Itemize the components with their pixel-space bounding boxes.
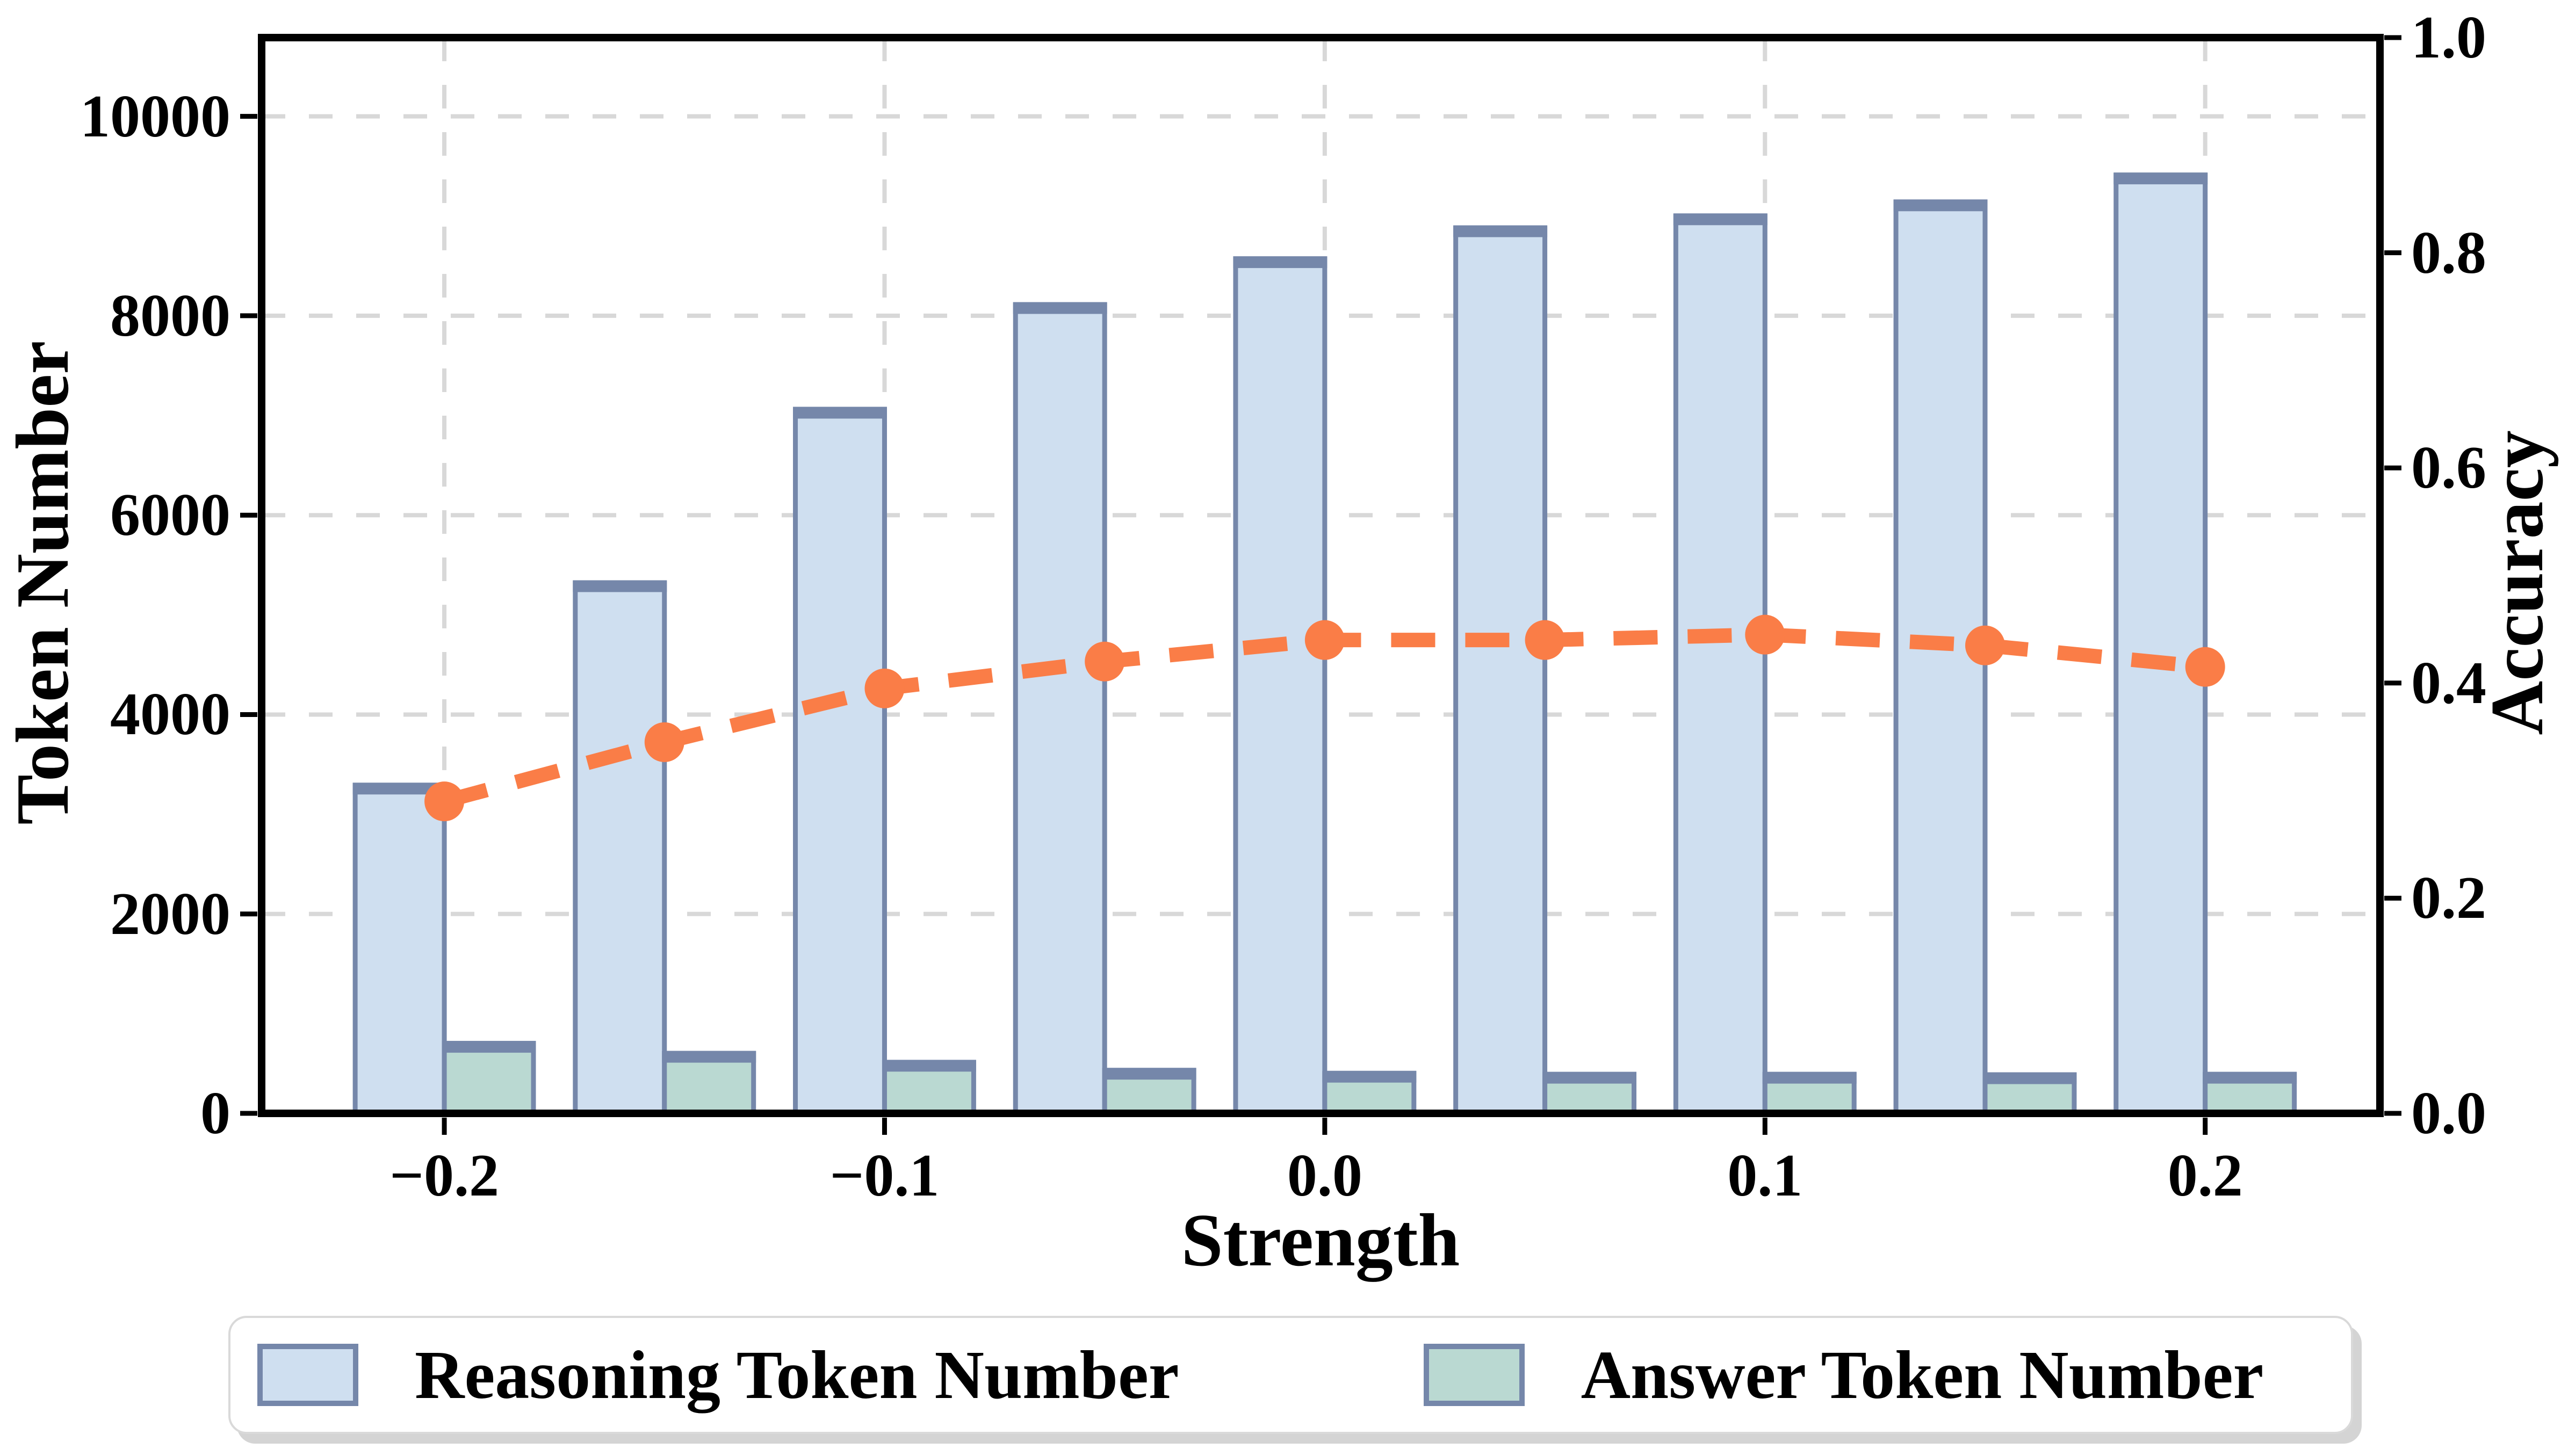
answer-bar-cap <box>882 1060 976 1072</box>
x-axis-title: Strength <box>1181 1199 1460 1282</box>
x-tick-label: 0.2 <box>2167 1142 2243 1209</box>
y-left-tick-label: 10000 <box>80 83 230 150</box>
answer-bar-cap <box>1102 1068 1196 1080</box>
reasoning-bar-cap <box>573 580 667 592</box>
accuracy-point <box>864 668 905 708</box>
legend-label-answer: Answer Token Number <box>1581 1337 2264 1413</box>
accuracy-point <box>1304 620 1345 660</box>
answer-bar-cap <box>1542 1071 1637 1084</box>
reasoning-swatch <box>257 1344 358 1406</box>
y-left-tick-label: 6000 <box>110 482 230 549</box>
answer-bar-cap <box>1762 1071 1857 1084</box>
accuracy-point <box>1085 641 1125 682</box>
plot-area <box>240 34 2401 1135</box>
legend: Reasoning Token Number Answer Token Numb… <box>228 1316 2353 1434</box>
reasoning-bar <box>1233 256 1328 1116</box>
y-right-tick-label: 0.4 <box>2411 649 2486 716</box>
reasoning-bar-cap <box>1673 213 1768 226</box>
accuracy-point <box>2185 647 2225 687</box>
reasoning-bar <box>573 580 667 1116</box>
y-left-tick-label: 8000 <box>110 282 230 349</box>
chart-canvas <box>240 34 2401 1135</box>
reasoning-bar-cap <box>793 407 887 419</box>
y-right-tick-label: 0.8 <box>2411 219 2486 286</box>
left-axis-title: Token Number <box>1 341 84 825</box>
x-tick-label: 0.0 <box>1287 1142 1362 1209</box>
reasoning-bar <box>1673 213 1768 1116</box>
answer-bar-cap <box>2203 1071 2297 1084</box>
answer-bar <box>442 1041 536 1116</box>
reasoning-bar-cap <box>352 783 447 795</box>
legend-label-reasoning: Reasoning Token Number <box>415 1337 1179 1413</box>
right-axis-title: Accuracy <box>2476 430 2559 735</box>
accuracy-point <box>1745 614 1785 655</box>
legend-entry-answer: Answer Token Number <box>1423 1337 2264 1413</box>
reasoning-bar <box>793 407 887 1116</box>
x-tick-label: −0.1 <box>829 1142 940 1209</box>
reasoning-bar <box>1013 302 1107 1116</box>
y-left-tick-label: 4000 <box>110 681 230 748</box>
answer-bar-cap <box>442 1041 536 1053</box>
y-left-tick-label: 2000 <box>110 880 230 947</box>
y-right-tick-label: 0.2 <box>2411 865 2486 932</box>
reasoning-bar-cap <box>1893 199 1988 212</box>
x-tick-label: 0.1 <box>1727 1142 1803 1209</box>
reasoning-bar-cap <box>2113 172 2208 185</box>
answer-swatch <box>1423 1344 1525 1406</box>
answer-bar-cap <box>1322 1070 1417 1083</box>
legend-entry-reasoning: Reasoning Token Number <box>257 1341 1179 1409</box>
accuracy-point <box>1965 625 2005 665</box>
answer-bar-cap <box>1982 1072 2077 1084</box>
reasoning-bar <box>2113 172 2208 1116</box>
x-tick-label: −0.2 <box>389 1142 499 1209</box>
y-right-tick-label: 0.6 <box>2411 434 2486 502</box>
y-right-tick-label: 0.0 <box>2411 1080 2486 1147</box>
accuracy-point <box>644 722 684 762</box>
y-right-tick-label: 1.0 <box>2411 4 2486 71</box>
reasoning-bar-cap <box>1453 225 1548 237</box>
reasoning-bar-cap <box>1013 302 1107 314</box>
y-left-tick-label: 0 <box>200 1080 230 1147</box>
accuracy-point <box>1525 620 1565 660</box>
reasoning-bar <box>352 783 447 1116</box>
accuracy-point <box>424 781 465 822</box>
reasoning-bar <box>1453 226 1548 1116</box>
reasoning-bar-cap <box>1233 256 1328 269</box>
answer-bar-cap <box>662 1051 756 1063</box>
plot-border <box>258 34 2384 1117</box>
